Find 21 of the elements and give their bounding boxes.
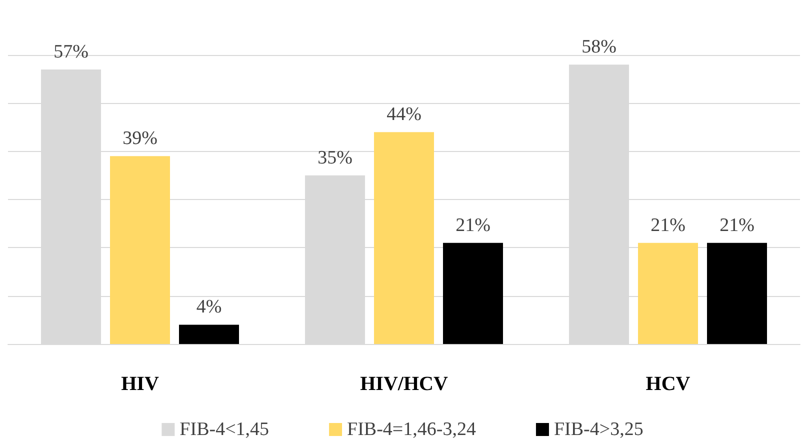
legend-label: FIB-4>3,25 [554, 419, 644, 440]
bar [110, 156, 170, 344]
x-tick-label: HIV [121, 373, 160, 395]
legend-label: FIB-4<1,45 [180, 419, 270, 440]
bar [707, 242, 767, 344]
data-label: 4% [196, 296, 222, 318]
x-tick-label: HIV/HCV [360, 373, 448, 395]
data-label: 39% [122, 128, 158, 150]
data-label: 57% [54, 41, 89, 62]
data-label: 21% [456, 214, 491, 236]
bar [374, 132, 434, 344]
legend-label: FIB-4=1,46-3,24 [347, 419, 476, 440]
bar [443, 242, 503, 344]
data-label: 21% [720, 214, 755, 236]
bar [179, 324, 239, 344]
data-label: 35% [318, 147, 353, 168]
data-label: 21% [650, 214, 686, 236]
data-label: 58% [582, 36, 617, 58]
data-label: 44% [386, 104, 422, 126]
x-tick-label: HCV [646, 373, 691, 395]
bar [638, 242, 698, 344]
